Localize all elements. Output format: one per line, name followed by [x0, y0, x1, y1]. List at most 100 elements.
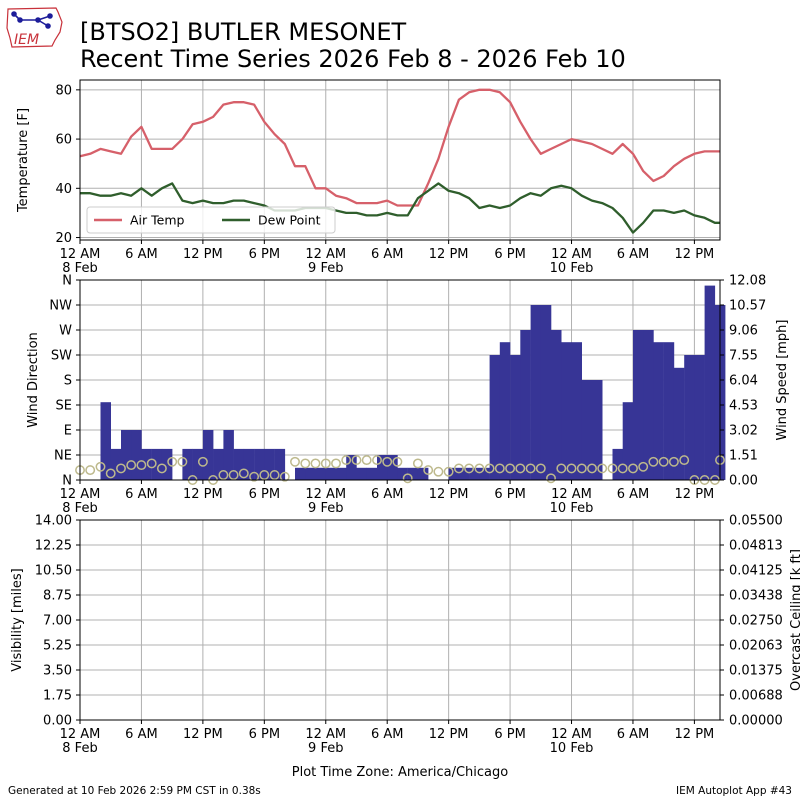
chart-title-line2: Recent Time Series 2026 Feb 8 - 2026 Feb…: [80, 45, 626, 73]
wind-speed-marker: [85, 465, 96, 476]
wind-speed-marker: [668, 456, 679, 467]
wind-speed-ticks: 0.00 1.51 3.02 4.53 6.04 7.55 9.06 10.57 12.08: [720, 274, 766, 489]
wind-speed-marker: [105, 468, 116, 479]
wind-direction-bar: [274, 448, 286, 480]
wind-direction-bar: [684, 355, 695, 480]
x-tick-label: 12 AM: [551, 487, 592, 502]
wind-speed-marker: [320, 458, 331, 469]
wind-direction-bar: [479, 467, 490, 480]
app-footer: IEM Autoplot App #43: [676, 785, 792, 797]
wind-speed-marker: [412, 458, 423, 469]
x-tick-label: 6 AM: [371, 247, 404, 262]
speed-tick-label: 3.02: [729, 424, 758, 439]
wind-speed-label: Wind Speed [mph]: [775, 320, 790, 441]
iem-logo[interactable]: IEM: [6, 7, 63, 48]
visibility-tick-label: 14.00: [35, 514, 72, 529]
wind-direction-bar: [407, 467, 419, 480]
wind-speed-marker: [259, 470, 270, 480]
wind-direction-bar: [356, 467, 367, 480]
wind-direction-bar: [377, 455, 388, 480]
x-tick-label: 12 AM: [305, 487, 346, 502]
wind-direction-bar: [448, 467, 460, 480]
ceiling-tick-label: 0.02063: [729, 639, 783, 654]
x-tick-label: 12 PM: [675, 247, 715, 262]
x-tick-label: 6 PM: [249, 727, 280, 742]
wind-speed-marker: [382, 456, 393, 467]
visibility-tick-label: 3.50: [43, 664, 72, 679]
wind-speed-marker: [372, 455, 382, 466]
direction-tick-label: W: [59, 324, 72, 339]
wind-direction-bar: [305, 467, 316, 480]
wind-direction-bar: [192, 448, 204, 480]
wind-speed-marker: [249, 471, 260, 482]
x-date-label: 10 Feb: [550, 741, 594, 756]
speed-tick-label: 12.08: [729, 274, 766, 289]
wind-speed-marker: [146, 458, 157, 469]
wind-speed-marker: [341, 455, 352, 466]
x-tick-label: 6 PM: [494, 487, 525, 502]
wind-direction-bar: [643, 330, 654, 480]
wind-speed-marker: [628, 463, 638, 474]
wind-direction-bar: [612, 448, 623, 480]
wind-speed-marker: [505, 463, 516, 474]
wind-direction-bar: [561, 342, 572, 480]
ceiling-tick-label: 0.01375: [729, 664, 783, 679]
wind-speed-marker: [546, 473, 556, 484]
wind-direction-bar: [336, 467, 347, 480]
wind-speed-marker: [423, 465, 434, 476]
x-tick-label: 6 PM: [494, 727, 525, 742]
wind-direction-bar: [694, 355, 705, 480]
direction-tick-label: E: [64, 424, 72, 439]
x-date-label: 8 Feb: [62, 501, 97, 516]
legend-label-dew-point: Dew Point: [258, 213, 321, 228]
wind-speed-markers: [75, 455, 725, 485]
x-tick-label: 6 AM: [371, 487, 404, 502]
wind-speed-marker: [126, 460, 137, 471]
wind-speed-marker: [197, 456, 208, 467]
ceiling-ticks: 0.00000 0.00688 0.01375 0.02063 0.02750 0.034…: [720, 514, 783, 729]
timezone-label: Plot Time Zone: America/Chicago: [292, 765, 508, 780]
wind-speed-marker: [607, 463, 618, 474]
wind-speed-marker: [351, 455, 362, 466]
wind-direction-bar: [417, 467, 429, 480]
speed-tick-label: 6.04: [729, 374, 758, 389]
wind-direction-bar: [469, 467, 480, 480]
wind-direction-bar: [233, 448, 245, 480]
x-date-label: 9 Feb: [308, 741, 343, 756]
direction-tick-label: NW: [49, 299, 72, 314]
wind-direction-bar: [243, 448, 255, 480]
wind-speed-marker: [310, 458, 321, 469]
wind-direction-bar: [540, 305, 552, 480]
wind-speed-marker: [638, 461, 649, 472]
wind-direction-bar: [489, 355, 501, 480]
air-temp-line: [79, 88, 720, 207]
wind-direction-label: Wind Direction: [26, 332, 41, 428]
speed-tick-label: 10.57: [729, 299, 766, 314]
ceiling-label: Overcast Ceiling [k ft]: [789, 549, 800, 691]
direction-tick-label: SE: [56, 399, 72, 414]
x-tick-label: 12 PM: [675, 727, 715, 742]
wind-speed-marker: [597, 463, 608, 474]
speed-tick-label: 0.00: [729, 474, 758, 489]
x-tick-label: 12 PM: [183, 247, 223, 262]
wind-speed-marker: [433, 466, 444, 477]
visibility-tick-label: 1.75: [43, 689, 72, 704]
logo-text: IEM: [14, 32, 39, 48]
x-date-label: 10 Feb: [550, 501, 594, 516]
wind-direction-bar: [161, 448, 173, 480]
x-tick-label: 12 AM: [60, 247, 101, 262]
generated-footer: Generated at 10 Feb 2026 2:59 PM CST in …: [8, 785, 261, 797]
legend-label-air-temp: Air Temp: [130, 213, 185, 228]
x-date-label: 9 Feb: [308, 501, 343, 516]
wind-direction-bars: [100, 285, 726, 480]
wind-speed-marker: [361, 455, 372, 466]
wind-speed-marker: [617, 463, 628, 474]
wind-direction-bar: [510, 355, 521, 480]
ceiling-tick-label: 0.00688: [729, 689, 783, 704]
wind-direction-bar: [458, 467, 470, 480]
x-tick-label: 12 AM: [60, 487, 101, 502]
wind-speed-marker: [269, 470, 280, 480]
